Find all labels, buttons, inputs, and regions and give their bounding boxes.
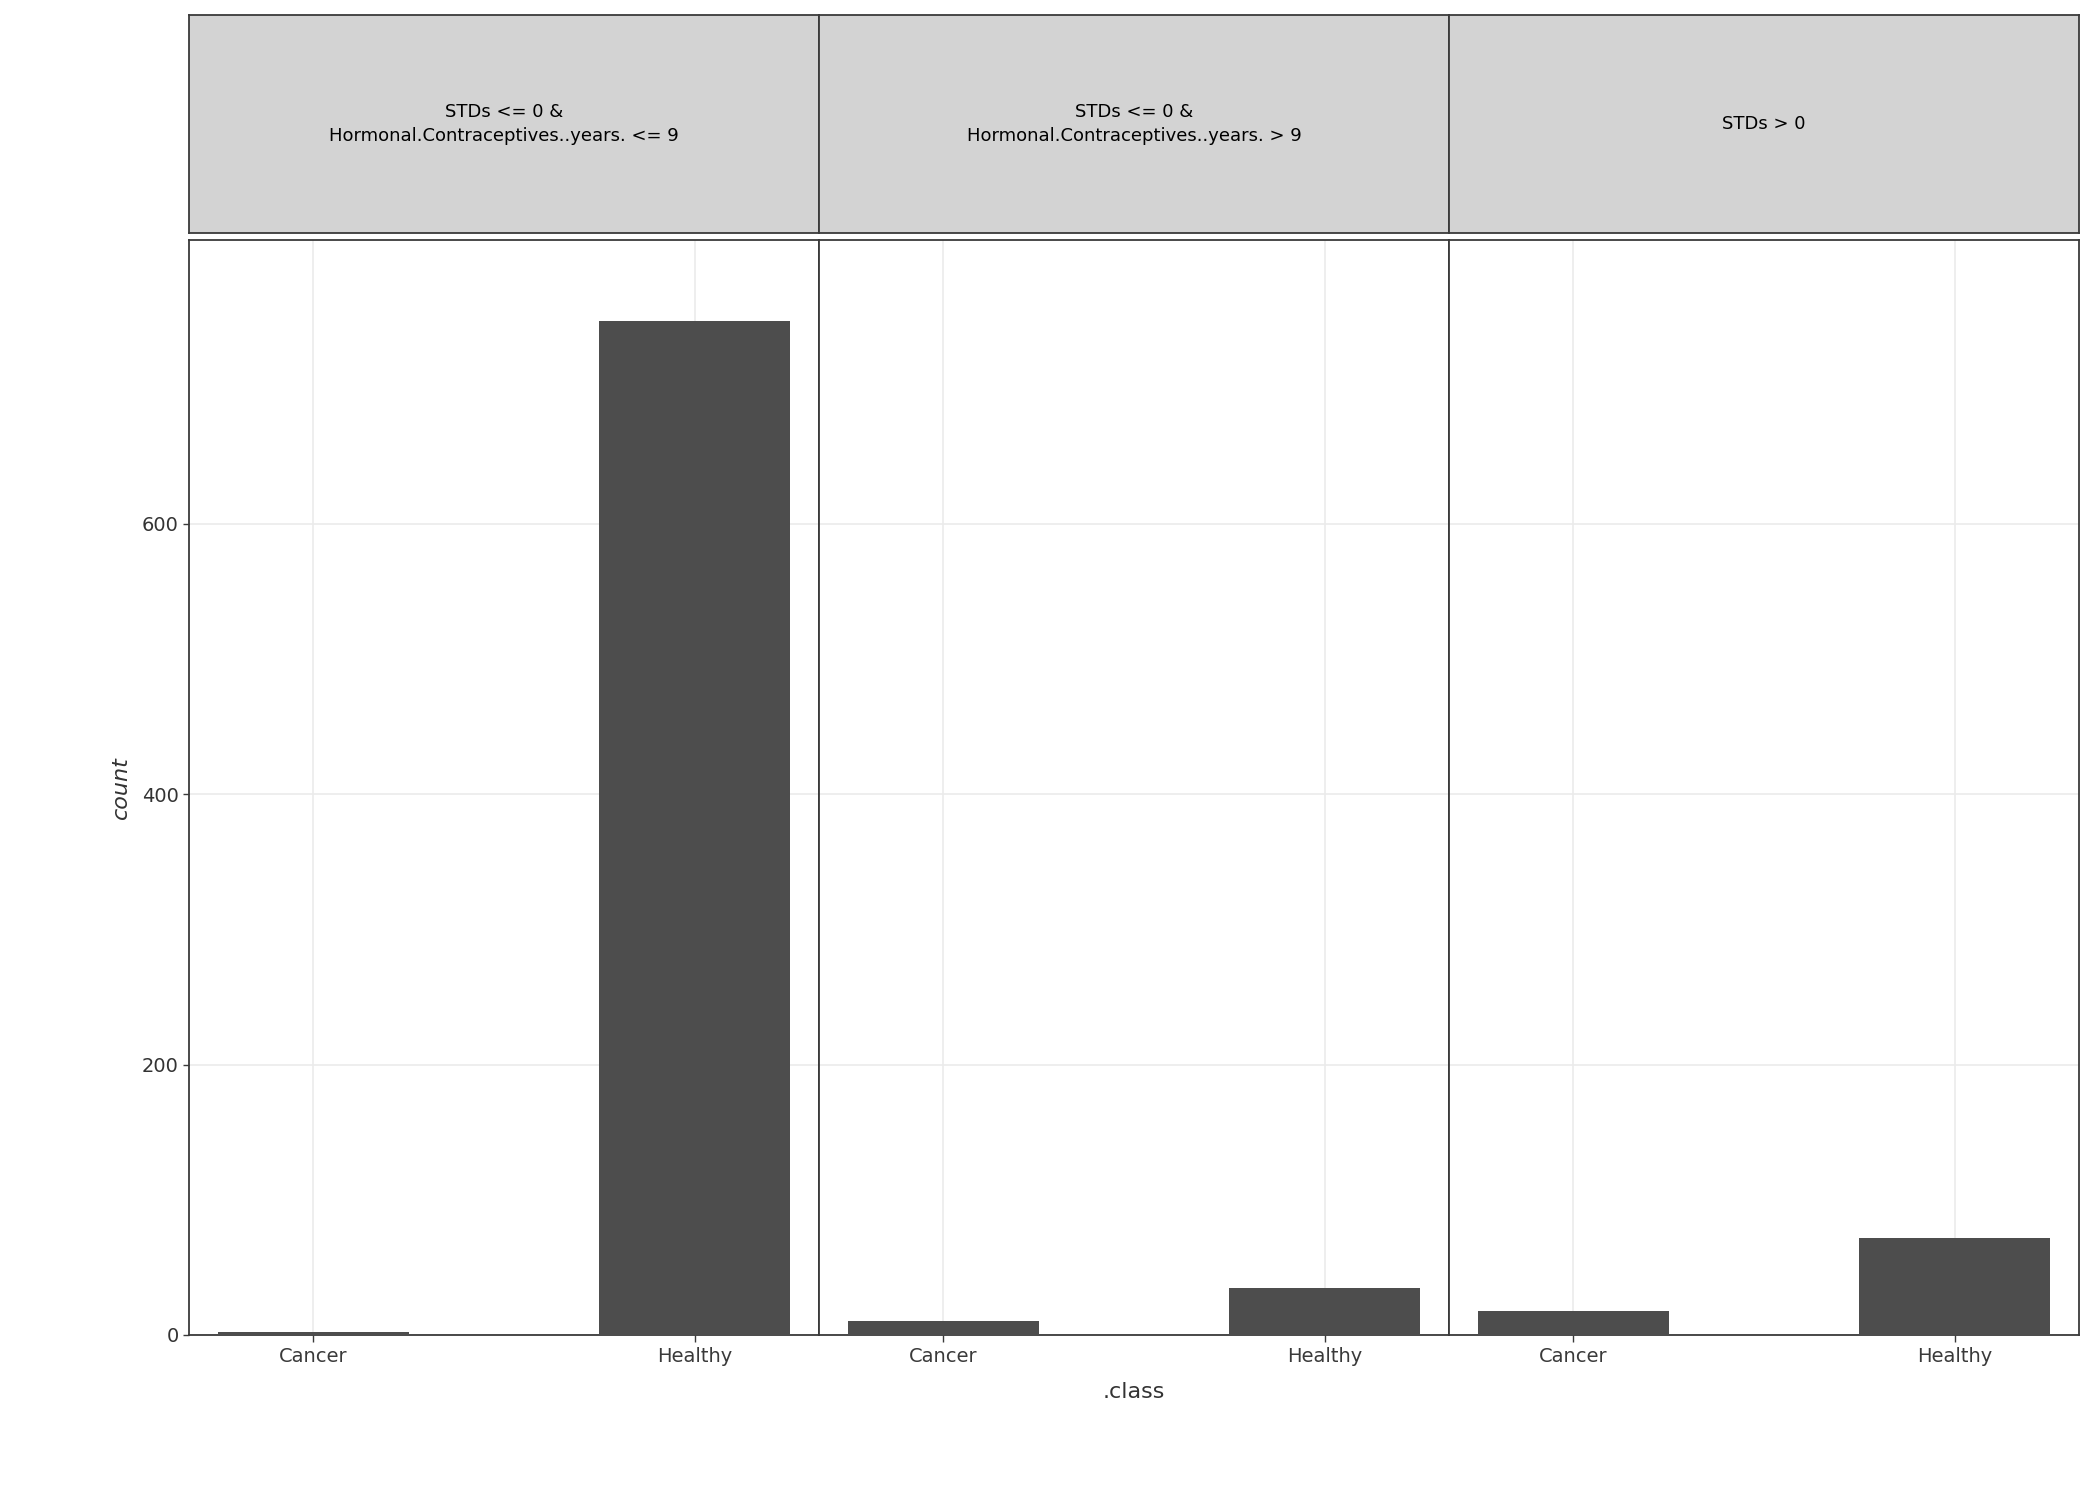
Text: STDs <= 0 &
Hormonal.Contraceptives..years. <= 9: STDs <= 0 & Hormonal.Contraceptives..yea… [330, 104, 678, 144]
Bar [1478, 1311, 1670, 1335]
Y-axis label: count: count [111, 756, 130, 819]
Bar [218, 1332, 410, 1335]
Bar [1228, 1287, 1420, 1335]
Text: STDs <= 0 &
Hormonal.Contraceptives..years. > 9: STDs <= 0 & Hormonal.Contraceptives..yea… [966, 104, 1302, 144]
X-axis label: .class: .class [1102, 1383, 1166, 1402]
Bar [598, 321, 790, 1335]
Bar [1858, 1238, 2050, 1335]
Bar [848, 1322, 1040, 1335]
Text: STDs > 0: STDs > 0 [1722, 116, 1806, 134]
